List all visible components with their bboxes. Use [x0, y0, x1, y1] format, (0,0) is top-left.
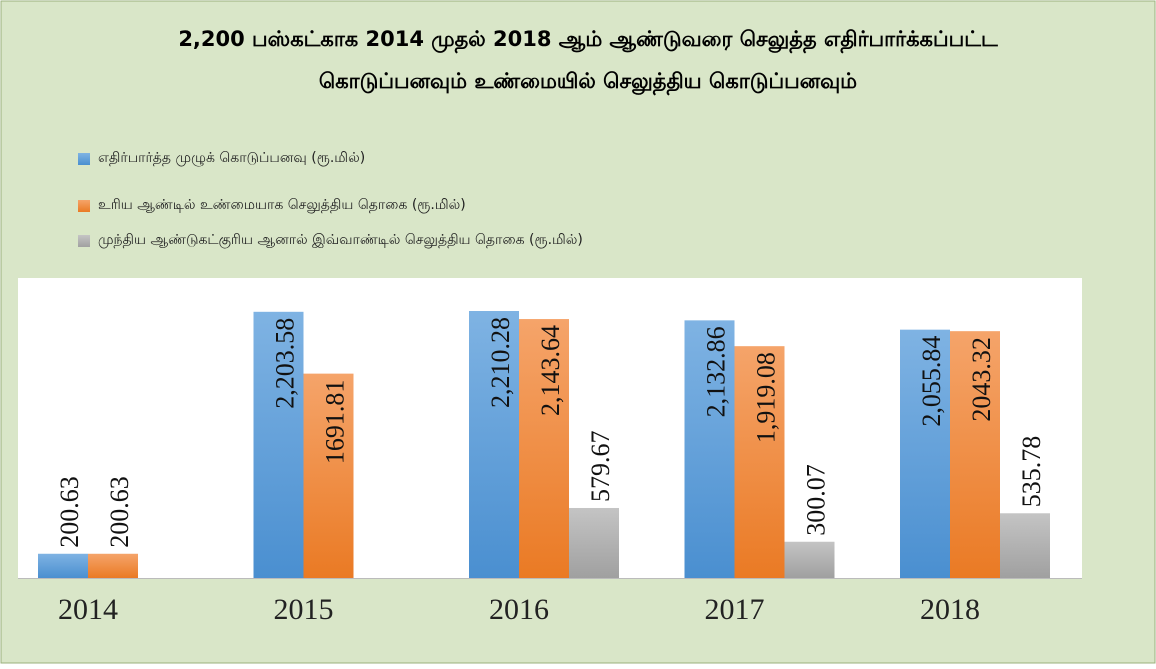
bar — [303, 373, 354, 578]
x-tick-label: 2018 — [920, 593, 980, 626]
chart-title: 2,200 பஸ்கட்காக 2014 முதல் 2018 ஆம் ஆண்ட… — [178, 27, 998, 54]
legend-swatch — [78, 153, 90, 165]
data-label: 300.07 — [801, 464, 830, 536]
legend-label: உரிய ஆண்டில் உண்மையாக செலுத்திய தொகை (ரூ… — [98, 197, 466, 213]
bar — [900, 329, 950, 578]
data-label: 1,919.08 — [751, 352, 780, 443]
data-label: 200.63 — [105, 476, 134, 548]
x-tick-label: 2015 — [274, 593, 334, 626]
bar — [734, 346, 785, 578]
bar — [253, 311, 304, 578]
bar — [519, 319, 569, 578]
data-label: 200.63 — [55, 476, 84, 548]
bar — [950, 331, 1000, 578]
legend-swatch — [78, 200, 90, 212]
data-label: 2,203.58 — [270, 318, 299, 409]
chart-title: கொடுப்பனவும் உண்மையில் செலுத்திய கொடுப்ப… — [319, 69, 857, 96]
legend-label: எதிர்பார்த்த முழுக் கொடுப்பனவு (ரூ.மில்) — [98, 150, 365, 167]
x-tick-label: 2014 — [58, 593, 118, 626]
data-label: 2043.32 — [967, 337, 996, 422]
data-label: 535.78 — [1017, 436, 1046, 508]
bar — [469, 311, 519, 578]
data-label: 2,210.28 — [486, 317, 515, 408]
data-label: 2,143.64 — [536, 325, 565, 416]
bar — [1000, 513, 1050, 578]
data-label: 2,055.84 — [917, 336, 946, 427]
x-tick-label: 2017 — [705, 593, 765, 626]
bar — [569, 507, 619, 578]
x-tick-label: 2016 — [489, 593, 549, 626]
data-label: 1691.81 — [320, 380, 349, 465]
data-label: 579.67 — [586, 430, 615, 502]
data-label: 2,132.86 — [701, 326, 730, 417]
legend-label: முந்திய ஆண்டுகட்குரிய ஆனால் இவ்வாண்டில் … — [98, 232, 583, 249]
bar — [684, 320, 735, 578]
bar — [784, 541, 835, 578]
legend-swatch — [78, 235, 90, 247]
bar — [38, 553, 88, 578]
bar — [88, 553, 138, 578]
